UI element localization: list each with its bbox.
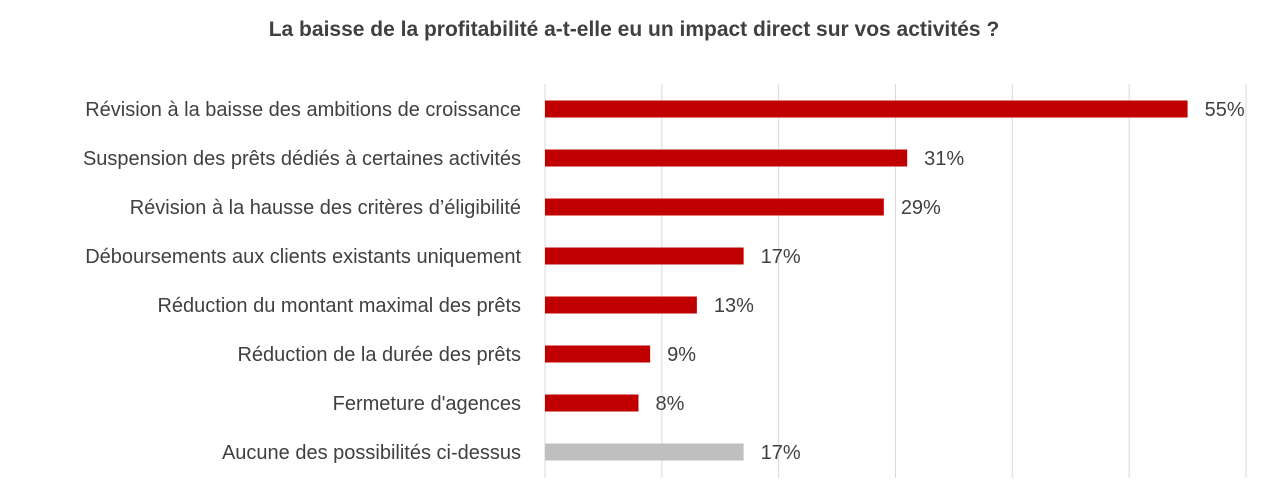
bar-3 (545, 247, 744, 265)
category-label-0: Révision à la baisse des ambitions de cr… (85, 99, 521, 121)
value-label-3: 17% (761, 246, 801, 268)
value-label-5: 9% (667, 344, 696, 366)
category-labels: Révision à la baisse des ambitions de cr… (83, 99, 521, 464)
value-label-2: 29% (901, 197, 941, 219)
value-label-4: 13% (714, 295, 754, 317)
bar-1 (545, 149, 908, 167)
bars (545, 100, 1188, 461)
value-label-1: 31% (924, 148, 964, 170)
gridlines (544, 84, 1247, 478)
bar-7 (545, 443, 744, 461)
bar-0 (545, 100, 1188, 118)
bar-5 (545, 345, 651, 363)
category-label-7: Aucune des possibilités ci-dessus (222, 442, 521, 464)
bar-2 (545, 198, 884, 216)
category-label-3: Déboursements aux clients existants uniq… (85, 246, 521, 268)
category-label-2: Révision à la hausse des critères d’élig… (130, 197, 521, 219)
chart-title: La baisse de la profitabilité a-t-elle e… (268, 18, 1000, 41)
bar-4 (545, 296, 697, 314)
bar-6 (545, 394, 639, 412)
value-label-0: 55% (1205, 99, 1245, 121)
value-labels: 55% 31% 29% 17% 13% 9% 8% 17% (655, 99, 1244, 464)
category-label-4: Réduction du montant maximal des prêts (157, 295, 521, 317)
category-label-5: Réduction de la durée des prêts (237, 344, 521, 366)
category-label-6: Fermeture d'agences (333, 393, 521, 415)
value-label-6: 8% (655, 393, 684, 415)
value-label-7: 17% (761, 442, 801, 464)
category-label-1: Suspension des prêts dédiés à certaines … (83, 148, 521, 170)
